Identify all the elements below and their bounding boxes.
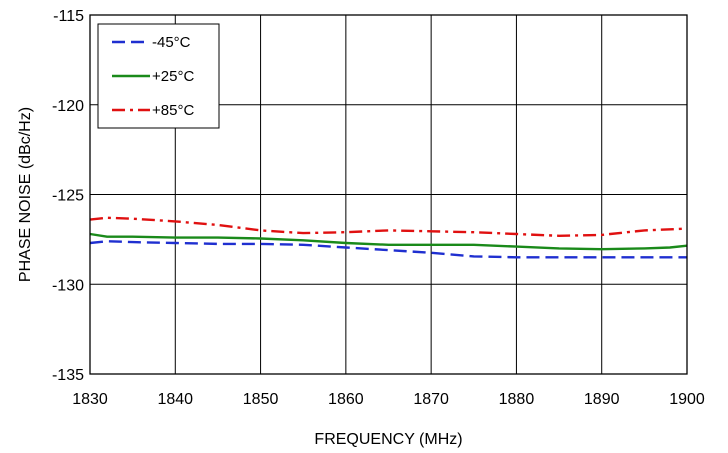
x-tick-label: 1860 bbox=[328, 391, 364, 408]
x-tick-label: 1900 bbox=[669, 391, 705, 408]
y-axis-title: PHASE NOISE (dBc/Hz) bbox=[17, 107, 34, 282]
series-line bbox=[89, 232, 688, 251]
legend-label: -45°C bbox=[152, 34, 191, 51]
y-tick-labels: -115 -120 -125 -130 -135 bbox=[52, 8, 84, 384]
y-tick-label: -135 bbox=[52, 367, 84, 384]
series-lines bbox=[89, 216, 688, 259]
x-tick-label: 1870 bbox=[413, 391, 449, 408]
y-tick-label: -125 bbox=[52, 188, 84, 205]
x-tick-label: 1840 bbox=[157, 391, 193, 408]
y-tick-label: -115 bbox=[53, 8, 84, 25]
y-tick-label: -120 bbox=[52, 98, 84, 115]
legend: -45°C +25°C +85°C bbox=[97, 23, 220, 129]
x-axis-title: FREQUENCY (MHz) bbox=[314, 431, 462, 448]
legend-label: +25°C bbox=[152, 68, 194, 85]
series-line bbox=[89, 239, 687, 259]
x-tick-labels: 1830 1840 1850 1860 1870 1880 1890 1900 bbox=[72, 391, 705, 408]
x-tick-label: 1830 bbox=[72, 391, 108, 408]
series-line bbox=[89, 216, 688, 238]
x-tick-label: 1880 bbox=[499, 391, 535, 408]
x-tick-label: 1850 bbox=[243, 391, 279, 408]
x-tick-label: 1890 bbox=[584, 391, 620, 408]
legend-label: +85°C bbox=[152, 102, 194, 119]
y-tick-label: -130 bbox=[52, 277, 84, 294]
plot-frame bbox=[89, 14, 688, 375]
